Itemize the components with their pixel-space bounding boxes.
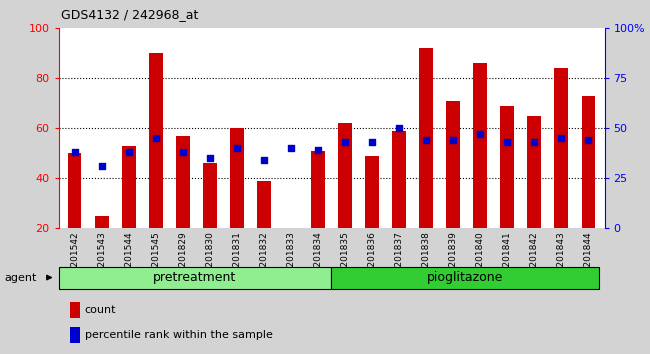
Bar xyxy=(68,153,81,228)
Bar xyxy=(527,116,541,228)
Bar xyxy=(419,48,433,228)
Point xyxy=(529,139,539,145)
Text: pioglitazone: pioglitazone xyxy=(427,271,504,284)
Bar xyxy=(230,129,244,228)
Bar xyxy=(311,151,325,228)
Point xyxy=(367,139,377,145)
Bar xyxy=(176,136,190,228)
Point xyxy=(313,148,323,153)
Bar xyxy=(473,63,487,228)
Bar xyxy=(447,101,460,228)
Text: GDS4132 / 242968_at: GDS4132 / 242968_at xyxy=(61,8,199,21)
Point xyxy=(205,155,215,161)
Bar xyxy=(58,267,332,289)
Bar xyxy=(338,123,352,228)
Bar xyxy=(70,327,80,343)
Point xyxy=(475,131,486,137)
Point xyxy=(502,139,512,145)
Point xyxy=(70,149,80,155)
Point xyxy=(231,145,242,151)
Bar xyxy=(257,181,270,228)
Point xyxy=(421,137,432,143)
Point xyxy=(97,164,107,169)
Bar xyxy=(582,96,595,228)
Bar xyxy=(70,302,80,318)
Bar xyxy=(122,146,136,228)
Bar xyxy=(203,163,216,228)
Point xyxy=(583,137,593,143)
Text: pretreatment: pretreatment xyxy=(153,271,237,284)
Point xyxy=(259,158,269,163)
Bar xyxy=(365,156,379,228)
Point xyxy=(340,139,350,145)
Bar xyxy=(95,216,109,228)
Text: percentile rank within the sample: percentile rank within the sample xyxy=(84,330,272,339)
Point xyxy=(151,136,161,141)
Bar xyxy=(393,131,406,228)
Point xyxy=(556,136,566,141)
Point xyxy=(394,126,404,131)
Bar xyxy=(500,106,514,228)
Bar xyxy=(554,68,568,228)
Bar xyxy=(332,267,599,289)
Point xyxy=(124,149,134,155)
Point xyxy=(177,149,188,155)
Bar xyxy=(149,53,162,228)
Text: agent: agent xyxy=(5,273,37,282)
Text: count: count xyxy=(84,305,116,315)
Point xyxy=(448,137,458,143)
Point xyxy=(286,145,296,151)
